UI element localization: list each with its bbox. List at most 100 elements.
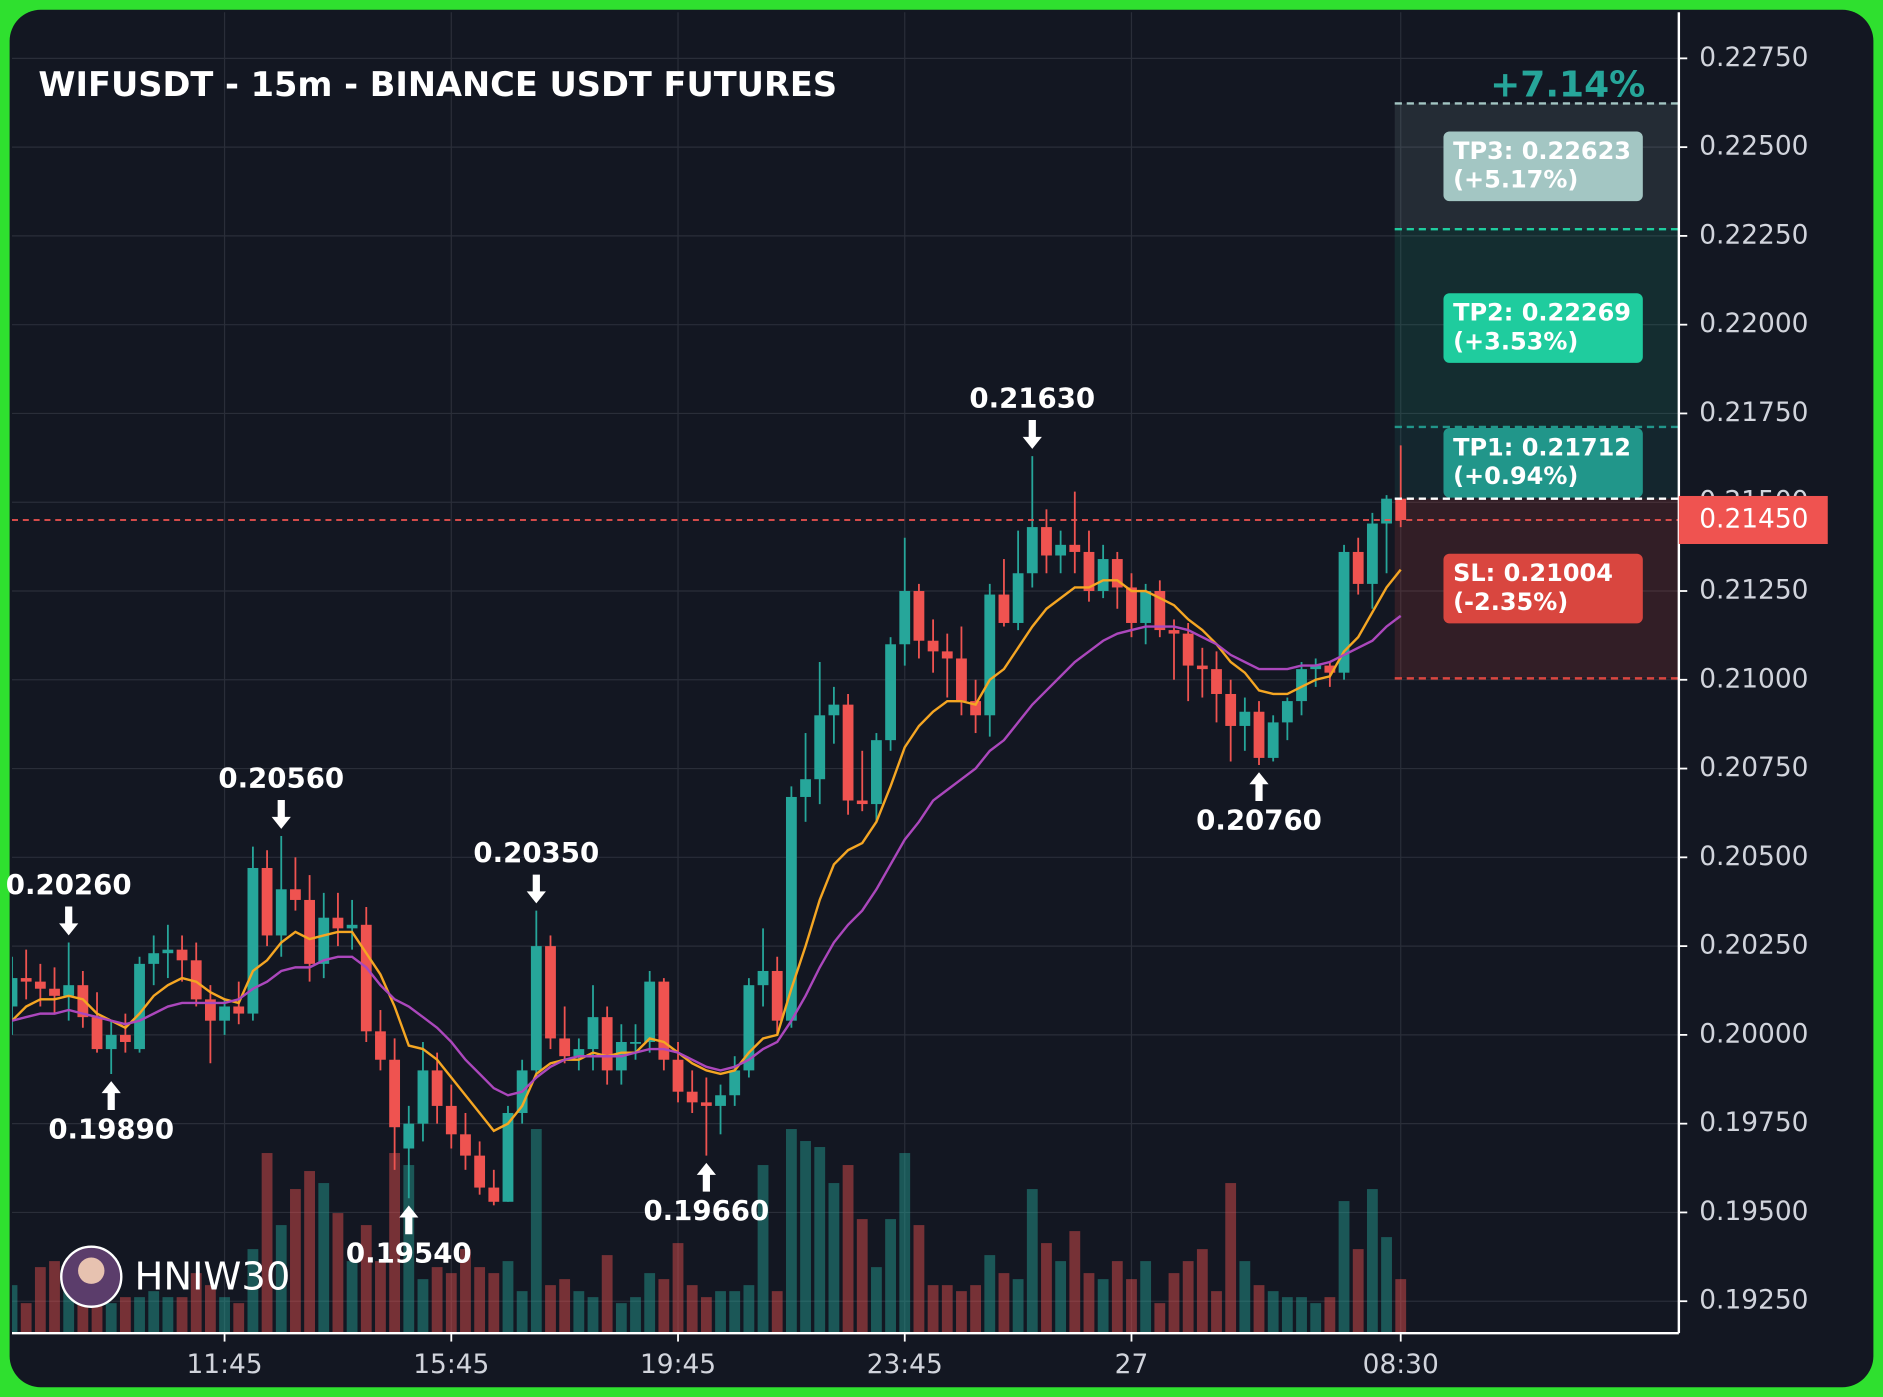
overlay: TP3: 0.22623(+5.17%) TP2: 0.22269(+3.53%)… — [6, 65, 1679, 1270]
candle-body — [1267, 722, 1279, 758]
y-tick-label: 0.19500 — [1699, 1196, 1808, 1227]
volume-bar — [91, 1297, 103, 1334]
x-tick-label: 15:45 — [413, 1349, 489, 1380]
candle-body — [403, 1123, 415, 1149]
y-tick-label: 0.22750 — [1699, 42, 1808, 73]
volume-bar — [1069, 1231, 1081, 1334]
volume-bar — [346, 1261, 358, 1334]
volume-bar — [63, 1279, 75, 1334]
volume-bar — [956, 1291, 967, 1334]
candle-body — [1196, 665, 1208, 670]
pivot-label: 0.21630 — [969, 382, 1095, 415]
chart-title: WIFUSDT - 15m - BINANCE USDT FUTURES — [38, 65, 837, 104]
volume-bar — [1055, 1261, 1067, 1334]
candle-body — [1097, 559, 1109, 592]
volume-bar — [771, 1291, 783, 1334]
volume-bar — [516, 1291, 528, 1334]
candle-body — [1083, 551, 1095, 592]
candle-body — [644, 981, 656, 1042]
candle-body — [856, 800, 868, 805]
volume-bar — [474, 1267, 486, 1334]
volume-bar — [1097, 1279, 1109, 1334]
volume-bar — [190, 1273, 202, 1334]
volume-bar — [601, 1255, 613, 1334]
candle-body — [828, 704, 840, 716]
candle-body — [431, 1070, 443, 1106]
volume-bar — [984, 1255, 996, 1334]
volume-bar — [885, 1219, 896, 1334]
level-change: (+3.53%) — [1453, 327, 1578, 355]
level-label: TP2: 0.22269 — [1453, 299, 1631, 327]
volume-bar — [871, 1267, 882, 1334]
level-label: SL: 0.21004 — [1453, 559, 1613, 587]
candle-body — [20, 978, 32, 982]
candle-body — [119, 1034, 131, 1042]
volume-bar — [375, 1261, 386, 1334]
candle-body — [91, 1017, 103, 1050]
level-box — [1443, 131, 1643, 202]
volume-bar — [162, 1297, 174, 1334]
candle-body — [998, 594, 1010, 623]
candle-body — [1239, 711, 1251, 726]
volume-bar — [1041, 1243, 1052, 1334]
chart-background — [9, 9, 1874, 1388]
volume-bar — [445, 1273, 457, 1334]
volume-bar — [1395, 1279, 1407, 1334]
candle-body — [814, 715, 826, 780]
volume-bar — [715, 1291, 726, 1334]
y-tick-label: 0.19750 — [1699, 1107, 1808, 1138]
pivot-label: 0.19890 — [48, 1112, 174, 1145]
pivot-arrow — [1249, 772, 1269, 802]
volume-bar — [1154, 1303, 1166, 1334]
volume-bar — [530, 1129, 542, 1334]
volume-bar — [899, 1153, 911, 1334]
volume-bar — [49, 1261, 60, 1334]
candle-body — [502, 1113, 514, 1202]
volume-bar — [247, 1249, 259, 1334]
volume-bar — [615, 1303, 627, 1334]
candle-body — [275, 889, 287, 936]
candle-body — [1296, 669, 1307, 702]
y-tick-label: 0.21250 — [1699, 575, 1808, 606]
volume-bar — [630, 1297, 641, 1334]
y-tick-label: 0.20000 — [1699, 1018, 1808, 1049]
volume-bar — [1296, 1297, 1307, 1334]
candle-body — [375, 1031, 386, 1060]
volume-bar — [1083, 1273, 1095, 1334]
volume-bar — [431, 1267, 443, 1334]
volume-bar — [700, 1297, 712, 1334]
candle-body — [176, 949, 188, 961]
pivot-label: 0.20760 — [1196, 803, 1322, 836]
candle-body — [389, 1059, 401, 1128]
volume-bar — [941, 1285, 953, 1334]
volume-bar — [119, 1297, 131, 1334]
volume-bar — [1310, 1303, 1322, 1334]
candle-body — [134, 963, 145, 1050]
volume-bar — [729, 1291, 741, 1334]
level-label: TP1: 0.21712 — [1453, 433, 1631, 461]
volume-bar — [1012, 1279, 1024, 1334]
volume-bar — [743, 1285, 755, 1334]
candle-body — [1012, 573, 1024, 623]
candle-body — [658, 981, 670, 1060]
volume-bar — [1196, 1249, 1208, 1334]
level-change: (+0.94%) — [1453, 462, 1578, 490]
volume-bar — [360, 1225, 372, 1334]
candle-body — [1041, 527, 1052, 556]
volume-bar — [502, 1261, 514, 1334]
candle-body — [1366, 523, 1378, 584]
candle-body — [417, 1070, 429, 1124]
candle-body — [488, 1187, 500, 1202]
y-tick-label: 0.20250 — [1699, 930, 1808, 961]
y-tick-label: 0.20500 — [1699, 841, 1808, 872]
candle-body — [1140, 591, 1152, 623]
volume-bar — [488, 1273, 500, 1334]
volume-bar — [686, 1285, 698, 1334]
volume-bar — [1211, 1291, 1222, 1334]
volume-bar — [1381, 1237, 1392, 1334]
candle-body — [956, 658, 967, 702]
candle-body — [700, 1102, 712, 1106]
volume-bar — [1168, 1273, 1180, 1334]
volume-bar — [1324, 1297, 1336, 1334]
volume-bar — [332, 1213, 344, 1334]
